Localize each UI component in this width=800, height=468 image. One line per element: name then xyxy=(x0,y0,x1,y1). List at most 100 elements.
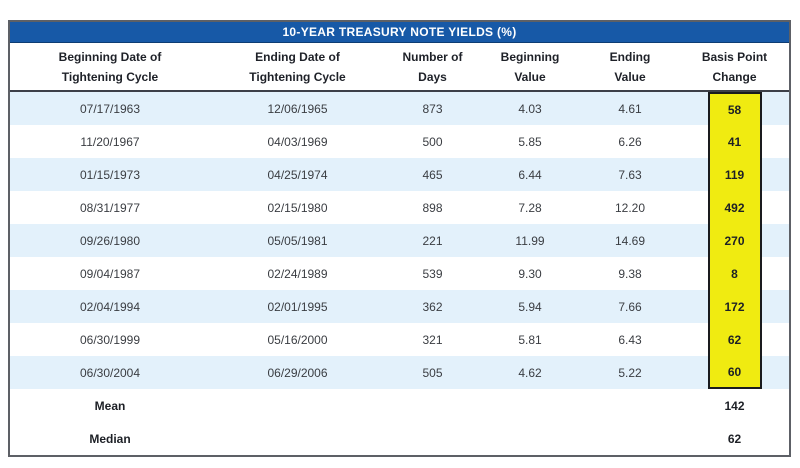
table-header-row: Beginning Date of Tightening Cycle Endin… xyxy=(10,43,789,92)
cell-end-date: 02/01/1995 xyxy=(267,299,328,314)
cell-begin-date: 09/26/1980 xyxy=(79,233,141,248)
cell-basis-point: 270 xyxy=(680,224,789,257)
column-header-end-date: Ending Date of Tightening Cycle xyxy=(210,47,385,87)
cell-begin-value: 7.28 xyxy=(518,200,542,215)
basis-point-highlight: 492 xyxy=(707,191,762,224)
cell-begin-date: 01/15/1973 xyxy=(79,167,141,182)
table-row: 09/26/1980 05/05/1981 221 11.99 14.69 270 xyxy=(10,224,789,257)
cell-begin-value: 9.30 xyxy=(518,266,542,281)
cell-days: 362 xyxy=(422,299,443,314)
cell-begin-value: 5.81 xyxy=(518,332,542,347)
cell-days: 873 xyxy=(422,101,443,116)
column-header-line2: Days xyxy=(418,70,447,84)
cell-end-date: 12/06/1965 xyxy=(267,101,328,116)
cell-end-value: 7.63 xyxy=(618,167,642,182)
column-header-basis-point: Basis Point Change xyxy=(680,47,789,87)
cell-end-date: 02/15/1980 xyxy=(267,200,328,215)
cell-days: 500 xyxy=(422,134,443,149)
empty-cell xyxy=(580,389,680,422)
column-header-line1: Beginning Date of xyxy=(58,50,162,64)
cell-basis-point: 41 xyxy=(680,125,789,158)
summary-row-median: Median 62 xyxy=(10,422,789,455)
cell-begin-value: 11.99 xyxy=(515,233,545,248)
table-row: 01/15/1973 04/25/1974 465 6.44 7.63 119 xyxy=(10,158,789,191)
cell-basis-point: 58 xyxy=(680,92,789,125)
cell-days: 898 xyxy=(422,200,443,215)
cell-begin-date: 06/30/2004 xyxy=(79,365,141,380)
empty-cell xyxy=(480,422,580,455)
cell-days: 539 xyxy=(422,266,443,281)
cell-end-value: 5.22 xyxy=(618,365,642,380)
cell-end-date: 05/16/2000 xyxy=(267,332,328,347)
column-header-end-value: Ending Value xyxy=(580,47,680,87)
summary-value: 62 xyxy=(727,431,742,446)
cell-days: 321 xyxy=(422,332,443,347)
cell-days: 505 xyxy=(422,365,443,380)
basis-point-highlight: 60 xyxy=(707,356,762,389)
column-header-line1: Number of xyxy=(402,50,463,64)
column-header-days: Number of Days xyxy=(385,47,480,87)
cell-end-value: 4.61 xyxy=(618,101,642,116)
cell-end-value: 6.26 xyxy=(618,134,642,149)
basis-point-highlight: 172 xyxy=(707,290,762,323)
cell-days: 221 xyxy=(422,233,443,248)
basis-point-highlight: 8 xyxy=(707,257,762,290)
empty-cell xyxy=(480,389,580,422)
basis-point-highlight: 119 xyxy=(707,158,762,191)
table-body: 07/17/1963 12/06/1965 873 4.03 4.61 58 11/20/1… xyxy=(10,92,789,389)
column-header-begin-date: Beginning Date of Tightening Cycle xyxy=(10,47,210,87)
cell-end-value: 14.69 xyxy=(614,233,646,248)
cell-basis-point: 62 xyxy=(680,323,789,356)
basis-point-highlight: 58 xyxy=(707,92,762,125)
column-header-line2: Value xyxy=(514,70,546,84)
basis-point-highlight: 41 xyxy=(707,125,762,158)
cell-end-value: 12.20 xyxy=(614,200,646,215)
cell-end-value: 7.66 xyxy=(618,299,642,314)
table-row: 08/31/1977 02/15/1980 898 7.28 12.20 492 xyxy=(10,191,789,224)
cell-begin-value: 5.85 xyxy=(518,134,542,149)
summary-label: Mean xyxy=(94,398,126,413)
basis-point-highlight: 62 xyxy=(707,323,762,356)
table-title-bar: 10-YEAR TREASURY NOTE YIELDS (%) xyxy=(10,22,789,43)
cell-begin-value: 4.62 xyxy=(518,365,542,380)
column-header-line1: Ending Date of xyxy=(255,50,340,64)
cell-end-value: 9.38 xyxy=(618,266,642,281)
column-header-begin-value: Beginning Value xyxy=(480,47,580,87)
empty-cell xyxy=(210,422,385,455)
column-header-line1: Basis Point xyxy=(701,50,768,64)
table-title: 10-YEAR TREASURY NOTE YIELDS (%) xyxy=(282,25,517,39)
column-header-line2: Tightening Cycle xyxy=(249,70,346,84)
cell-end-date: 05/05/1981 xyxy=(267,233,328,248)
cell-basis-point: 119 xyxy=(680,158,789,191)
cell-begin-date: 09/04/1987 xyxy=(79,266,141,281)
cell-end-date: 06/29/2006 xyxy=(267,365,328,380)
cell-begin-date: 11/20/1967 xyxy=(80,134,140,149)
empty-cell xyxy=(210,389,385,422)
cell-begin-date: 02/04/1994 xyxy=(79,299,141,314)
cell-begin-date: 06/30/1999 xyxy=(79,332,141,347)
table-row: 09/04/1987 02/24/1989 539 9.30 9.38 8 xyxy=(10,257,789,290)
treasury-yields-table: 10-YEAR TREASURY NOTE YIELDS (%) Beginni… xyxy=(8,20,791,457)
basis-point-highlight: 270 xyxy=(707,224,762,257)
table-row: 06/30/2004 06/29/2006 505 4.62 5.22 60 xyxy=(10,356,789,389)
summary-label: Median xyxy=(89,431,131,446)
cell-begin-value: 5.94 xyxy=(518,299,542,314)
cell-end-date: 04/25/1974 xyxy=(267,167,328,182)
cell-end-date: 04/03/1969 xyxy=(267,134,328,149)
cell-begin-value: 4.03 xyxy=(518,101,542,116)
cell-days: 465 xyxy=(422,167,443,182)
cell-basis-point: 492 xyxy=(680,191,789,224)
cell-basis-point: 172 xyxy=(680,290,789,323)
column-header-line1: Ending xyxy=(609,50,651,64)
cell-end-value: 6.43 xyxy=(618,332,642,347)
empty-cell xyxy=(385,389,480,422)
cell-begin-date: 07/17/1963 xyxy=(79,101,141,116)
table-row: 06/30/1999 05/16/2000 321 5.81 6.43 62 xyxy=(10,323,789,356)
column-header-line2: Tightening Cycle xyxy=(61,70,159,84)
column-header-line2: Change xyxy=(712,70,757,84)
cell-basis-point: 8 xyxy=(680,257,789,290)
cell-end-date: 02/24/1989 xyxy=(267,266,328,281)
empty-cell xyxy=(580,422,680,455)
summary-value: 142 xyxy=(724,398,745,413)
table-row: 07/17/1963 12/06/1965 873 4.03 4.61 58 xyxy=(10,92,789,125)
